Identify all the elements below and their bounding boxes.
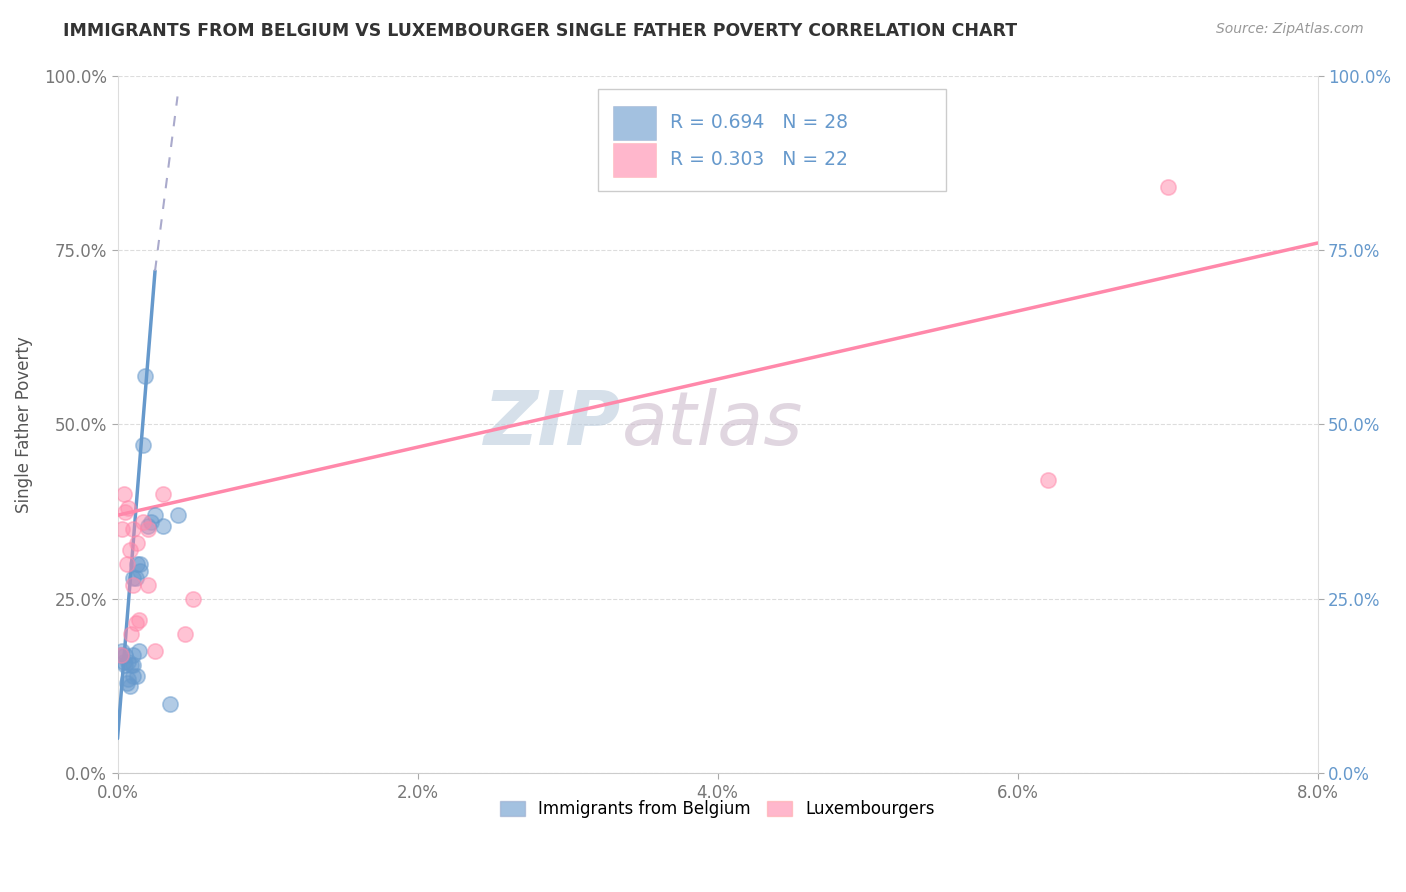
Point (124, 571, 146, 585)
Point (129, 564, 152, 578)
Text: Source: ZipAtlas.com: Source: ZipAtlas.com (1216, 22, 1364, 37)
Point (125, 536, 148, 550)
Point (121, 648, 143, 662)
Point (114, 505, 136, 519)
Point (136, 522, 159, 536)
Point (143, 644, 166, 658)
Point (110, 648, 132, 662)
Legend: Immigrants from Belgium, Luxembourgers: Immigrants from Belgium, Luxembourgers (494, 793, 942, 824)
Point (112, 487, 135, 501)
Point (166, 508, 188, 523)
Point (152, 487, 174, 501)
Point (152, 518, 174, 533)
Point (174, 627, 197, 641)
Point (124, 616, 146, 631)
Point (117, 672, 139, 686)
Point (159, 697, 181, 711)
Text: atlas: atlas (621, 389, 803, 460)
Point (121, 578, 143, 592)
Point (125, 557, 148, 571)
Point (121, 669, 143, 683)
Point (129, 557, 152, 571)
Point (112, 655, 135, 669)
Point (111, 522, 134, 536)
Point (181, 591, 204, 606)
Text: ZIP: ZIP (484, 388, 621, 461)
Point (111, 644, 134, 658)
Point (136, 518, 159, 533)
Point (134, 368, 156, 383)
Point (120, 658, 142, 673)
Point (128, 613, 150, 627)
Point (121, 571, 143, 585)
Text: R = 0.694   N = 28: R = 0.694 N = 28 (669, 112, 848, 132)
Text: R = 0.303   N = 22: R = 0.303 N = 22 (669, 150, 848, 169)
Y-axis label: Single Father Poverty: Single Father Poverty (15, 336, 32, 513)
FancyBboxPatch shape (613, 143, 657, 177)
Point (117, 501, 139, 516)
Point (118, 543, 141, 558)
Point (114, 648, 136, 662)
Point (1036, 473, 1059, 487)
Point (1156, 180, 1178, 194)
FancyBboxPatch shape (613, 105, 657, 140)
Point (121, 522, 143, 536)
Point (128, 644, 150, 658)
Point (125, 669, 148, 683)
FancyBboxPatch shape (598, 89, 946, 191)
Point (114, 658, 136, 673)
Point (115, 675, 138, 690)
Point (110, 648, 132, 662)
Point (139, 515, 162, 529)
Point (118, 679, 141, 693)
Point (132, 438, 155, 452)
Point (132, 515, 155, 529)
Point (121, 658, 143, 673)
Point (117, 655, 139, 669)
Point (136, 578, 159, 592)
Point (143, 508, 166, 523)
Point (115, 557, 138, 571)
Text: IMMIGRANTS FROM BELGIUM VS LUXEMBOURGER SINGLE FATHER POVERTY CORRELATION CHART: IMMIGRANTS FROM BELGIUM VS LUXEMBOURGER … (63, 22, 1018, 40)
Point (120, 627, 142, 641)
